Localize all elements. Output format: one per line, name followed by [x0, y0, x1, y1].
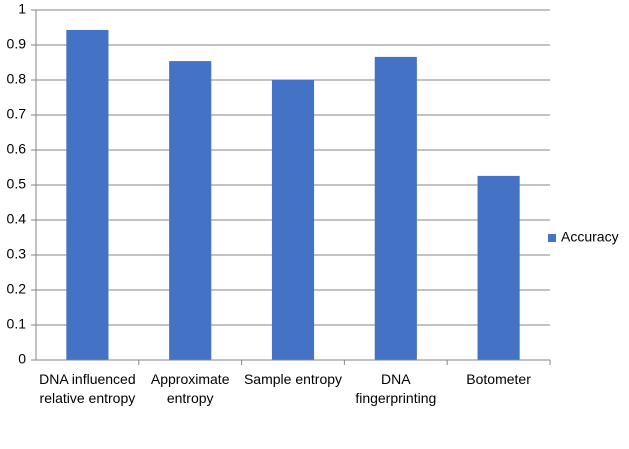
bar	[66, 29, 109, 360]
x-tick-label: Sample entropy	[243, 371, 343, 387]
bar	[169, 61, 212, 360]
bar	[477, 175, 520, 360]
y-tick-label: 0.3	[7, 246, 27, 262]
y-tick-label: 0.6	[7, 141, 27, 157]
bar	[374, 56, 417, 361]
y-tick-label: 0.4	[7, 211, 27, 227]
y-tick-label: 0	[18, 351, 26, 367]
y-tick-label: 0.9	[7, 36, 27, 52]
y-tick-label: 0.8	[7, 71, 27, 87]
legend-swatch	[548, 234, 556, 242]
y-tick-label: 0.1	[7, 316, 27, 332]
y-tick-label: 0.7	[7, 106, 27, 122]
y-tick-label: 0.2	[7, 281, 27, 297]
legend-label: Accuracy	[561, 229, 619, 245]
x-tick-label: Botometer	[466, 371, 531, 387]
x-tick-label: DNA fingerprinting	[355, 371, 437, 406]
y-tick-label: 0.5	[7, 176, 27, 192]
x-tick-label: Approximate entropy	[150, 371, 230, 406]
x-tick-label: DNA influenced relative entropy	[39, 371, 136, 406]
y-tick-label: 1	[18, 1, 26, 17]
bar	[271, 80, 315, 360]
